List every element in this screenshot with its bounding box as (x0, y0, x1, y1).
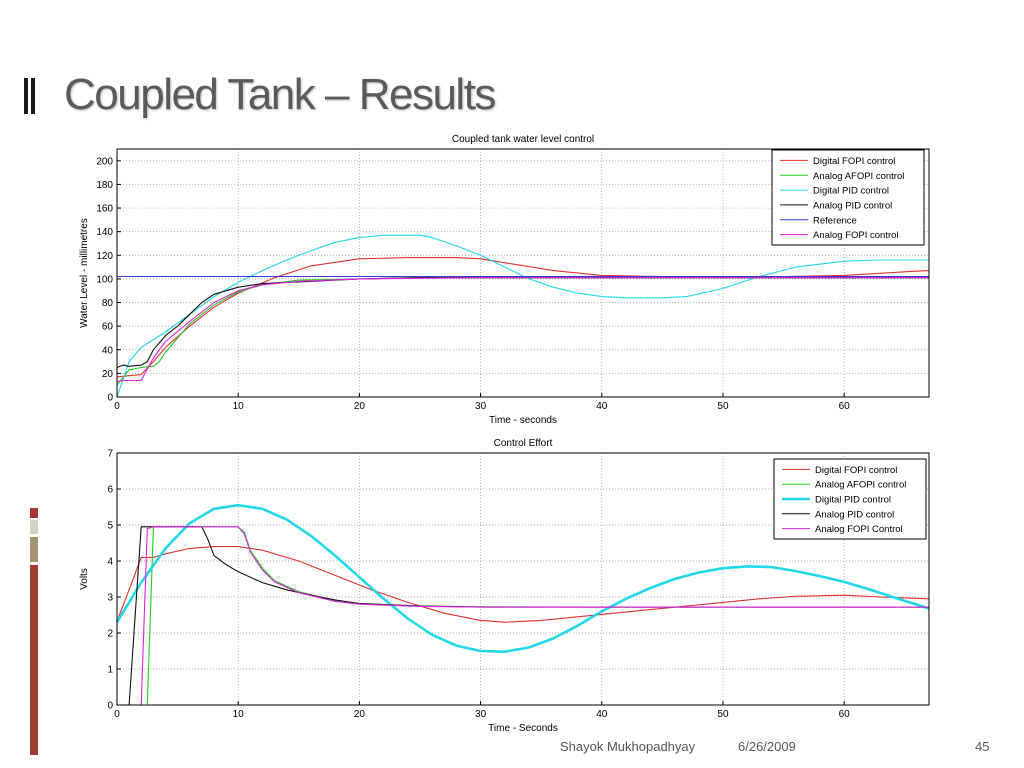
footer-date: 6/26/2009 (738, 739, 796, 754)
y-tick-label: 40 (102, 345, 114, 356)
x-tick-label: 30 (475, 709, 487, 720)
x-tick-label: 30 (475, 401, 487, 412)
chart-2: 0 10 20 30 40 50 60 0 1 2 3 4 5 6 7 Control Effort Time … (79, 438, 930, 734)
x-tick-label: 0 (114, 709, 120, 720)
y-tick-label: 0 (107, 701, 113, 712)
legend-label: Digital FOPI control (813, 156, 895, 167)
y-tick-label: 0 (107, 393, 113, 404)
y-tick-label: 120 (96, 251, 113, 262)
y-tick-label: 100 (96, 274, 113, 285)
chart-title: Coupled tank water level control (452, 134, 594, 145)
accent-block-tan (30, 537, 38, 562)
x-tick-label: 40 (596, 401, 608, 412)
x-tick-label: 10 (233, 401, 245, 412)
y-tick-label: 2 (107, 629, 113, 640)
legend-label: Analog FOPI Control (815, 524, 903, 535)
footer-author: Shayok Mukhopadhyay (560, 739, 696, 754)
accent-block-dark-small (30, 508, 38, 518)
plot-frame (116, 148, 930, 398)
x-tick-label: 20 (354, 401, 366, 412)
x-tick-label: 20 (354, 709, 366, 720)
series-line (116, 277, 929, 383)
y-tick-label: 3 (107, 593, 113, 604)
legend: Digital FOPI control Analog AFOPI control… (771, 149, 925, 246)
y-tick-label: 60 (102, 322, 114, 333)
series-line (116, 234, 929, 398)
x-tick-label: 50 (717, 401, 729, 412)
y-axis-label: Water Level - millimetres (79, 218, 90, 328)
y-tick-label: 6 (107, 485, 113, 496)
legend-label: Digital FOPI control (815, 465, 897, 476)
legend-box (771, 149, 925, 246)
x-axis-label: Time - Seconds (488, 723, 558, 734)
page-number: 45 (975, 739, 990, 754)
y-tick-label: 140 (96, 227, 113, 238)
slide-title: Coupled Tank – Results (64, 70, 496, 119)
y-tick-label: 4 (107, 557, 113, 568)
chart-title: Control Effort (494, 438, 553, 449)
legend-label: Analog AFOPI control (813, 171, 904, 182)
y-tick-label: 160 (96, 204, 113, 215)
y-tick-label: 5 (107, 521, 113, 532)
y-tick-label: 80 (102, 298, 114, 309)
y-tick-label: 20 (102, 369, 114, 380)
series-line (115, 503, 930, 654)
y-tick-label: 180 (96, 180, 113, 191)
series-line (117, 526, 929, 706)
accent-block-light (30, 520, 38, 534)
y-tick-label: 1 (107, 665, 113, 676)
x-tick-label: 60 (839, 401, 851, 412)
chart-1: 0 10 20 30 40 50 60 0 20 40 60 80 100 120 140 160 180 200… (79, 134, 930, 426)
plot-frame (116, 452, 930, 706)
y-tick-label: 7 (107, 449, 113, 460)
legend-label: Analog FOPI control (813, 230, 899, 241)
legend-label: Digital PID control (813, 186, 889, 197)
legend-label: Analog PID control (815, 509, 894, 520)
legend: Digital FOPI control Analog AFOPI control… (773, 458, 927, 540)
y-axis-label: Volts (79, 568, 90, 590)
legend-label: Reference (813, 215, 857, 226)
legend-label: Analog PID control (813, 200, 892, 211)
x-tick-label: 0 (114, 401, 120, 412)
x-tick-label: 10 (233, 709, 245, 720)
legend-label: Digital PID control (815, 495, 891, 506)
y-tick-label: 200 (96, 156, 113, 167)
accent-block-dark-tall (30, 565, 38, 755)
x-tick-label: 40 (596, 709, 608, 720)
x-axis-label: Time - seconds (489, 415, 557, 426)
legend-label: Analog AFOPI control (815, 480, 906, 491)
x-tick-label: 60 (839, 709, 851, 720)
x-tick-label: 50 (717, 709, 729, 720)
